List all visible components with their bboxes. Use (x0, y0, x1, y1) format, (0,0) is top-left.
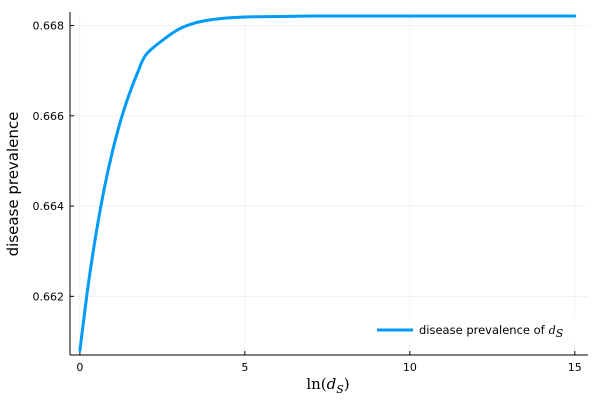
legend: disease prevalence of dS (370, 318, 578, 342)
x-tick-label: 0 (76, 361, 83, 374)
grid (70, 12, 588, 355)
data-point (177, 28, 180, 31)
data-point (243, 15, 246, 18)
data-point (342, 15, 345, 18)
x-axis-title: ln(dS) (306, 375, 349, 396)
x-axis-title-sub: S (336, 383, 344, 396)
x-axis-title-var: d (327, 375, 337, 393)
x-tick-label: 5 (241, 361, 248, 374)
axes (69, 12, 588, 356)
data-point (103, 185, 106, 188)
y-axis-title: disease prevalence (4, 112, 22, 257)
x-axis-title-fn: ln( (306, 375, 326, 393)
data-point (78, 349, 81, 352)
data-point (227, 16, 230, 19)
x-axis-title-close: ) (344, 375, 350, 393)
data-point (408, 15, 411, 18)
y-tick-label: 0.668 (33, 20, 65, 33)
series-line (78, 14, 577, 352)
data-point (161, 39, 164, 42)
legend-label-text: disease prevalence of (419, 323, 546, 337)
data-point (95, 230, 98, 233)
data-point (111, 148, 114, 151)
legend-label: disease prevalence of dS (419, 323, 564, 340)
y-tick-label: 0.664 (33, 200, 65, 213)
data-point (144, 53, 147, 56)
series-layer (78, 14, 577, 352)
data-point (309, 15, 312, 18)
ticks: 0 5 10 15 0.662 0.664 0.666 0.668 (33, 20, 582, 374)
y-tick-label: 0.666 (33, 110, 65, 123)
data-point (128, 92, 131, 95)
x-tick-label: 15 (568, 361, 582, 374)
data-point (136, 71, 139, 74)
data-point (120, 117, 123, 120)
data-point (194, 21, 197, 24)
legend-label-var: d (549, 324, 556, 337)
data-point (276, 15, 279, 18)
y-tick-label: 0.662 (33, 290, 65, 303)
legend-label-sub: S (556, 327, 564, 340)
x-tick-label: 10 (403, 361, 417, 374)
data-point (87, 284, 90, 287)
data-point (210, 18, 213, 21)
data-point (474, 15, 477, 18)
data-point (573, 15, 576, 18)
